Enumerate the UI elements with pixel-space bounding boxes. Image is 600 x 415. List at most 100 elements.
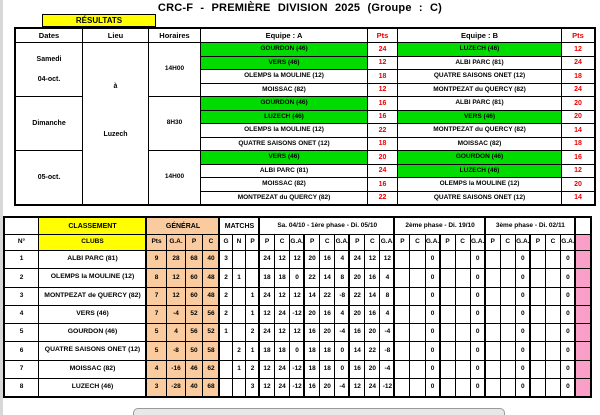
rank-cell: 1 — [5, 251, 38, 269]
detail-cell — [530, 305, 545, 323]
detail-cell: 0 — [470, 305, 485, 323]
detail-cell: 0 — [515, 378, 530, 396]
detail-cell — [500, 342, 515, 360]
lost-cell: 2 — [246, 324, 259, 342]
team-b-cell: LUZECH (46) — [398, 43, 561, 56]
detail-cell — [530, 324, 545, 342]
pink-cell — [575, 305, 590, 323]
detail-cell: 18 — [305, 342, 320, 360]
detail-column-header: G.A. — [560, 235, 575, 250]
detail-cell: 0 — [425, 324, 440, 342]
detail-cell: 12 — [260, 360, 275, 378]
detail-cell — [410, 324, 425, 342]
club-cell: VERS (46) — [39, 305, 146, 323]
detail-cell: 14 — [305, 287, 320, 305]
matchs-group-header: MATCHS — [220, 218, 259, 234]
lost-cell — [246, 269, 259, 287]
rank-cell: 8 — [5, 378, 38, 396]
detail-cell — [500, 378, 515, 396]
lost-cell: 1 — [246, 305, 259, 323]
detail-column-header: G.A. — [470, 235, 485, 250]
team-a-cell: VERS (46) — [201, 151, 367, 164]
detail-cell: 0 — [335, 342, 350, 360]
p-cell: 50 — [186, 342, 202, 360]
detail-cell: 4 — [335, 305, 350, 323]
detail-cell — [500, 287, 515, 305]
points-a-cell: 12 — [368, 56, 397, 69]
detail-cell: 0 — [560, 378, 575, 396]
detail-cell — [545, 251, 560, 269]
p-cell: 56 — [186, 324, 202, 342]
detail-column-header: C — [455, 235, 470, 250]
c-cell: 48 — [203, 287, 219, 305]
detail-cell — [485, 269, 500, 287]
detail-cell: 4 — [335, 251, 350, 269]
rank-column-header: N° — [5, 235, 38, 250]
horizontal-scrollbar-thumb[interactable] — [133, 408, 505, 415]
pts-cell: 8 — [147, 269, 166, 287]
detail-cell: 12 — [260, 305, 275, 323]
c-cell: 58 — [203, 342, 219, 360]
date-cell: Samedi 04-oct. — [16, 43, 82, 96]
date-cell: Dimanche — [16, 97, 82, 150]
team-a-cell: QUATRE SAISONS ONET (12) — [201, 137, 367, 150]
detail-cell: 0 — [335, 360, 350, 378]
draw-cell — [233, 378, 245, 396]
detail-cell — [440, 287, 455, 305]
team-a-cell: ALBI PARC (81) — [201, 164, 367, 177]
detail-column-header: P — [350, 235, 365, 250]
c-cell: 48 — [203, 269, 219, 287]
draw-cell: 1 — [233, 269, 245, 287]
pts-cell: 5 — [147, 342, 166, 360]
detail-cell: 0 — [290, 342, 305, 360]
points-b-cell: 24 — [562, 56, 594, 69]
detail-column-header: C — [545, 235, 560, 250]
detail-cell — [395, 360, 410, 378]
time-cell: 14H00 — [149, 43, 200, 96]
detail-cell: 16 — [365, 269, 380, 287]
club-cell: OLEMPS la MOULINE (12) — [39, 269, 146, 287]
c-cell: 40 — [203, 251, 219, 269]
detail-cell — [545, 305, 560, 323]
detail-cell — [410, 251, 425, 269]
detail-cell: -12 — [290, 378, 305, 396]
detail-cell: 12 — [260, 378, 275, 396]
detail-cell: 0 — [515, 287, 530, 305]
draw-cell — [233, 251, 245, 269]
detail-column-header: G.A. — [290, 235, 305, 250]
lost-cell: 2 — [246, 360, 259, 378]
lost-cell: 3 — [246, 378, 259, 396]
c-cell: 68 — [203, 378, 219, 396]
points-b-cell: 14 — [562, 124, 594, 137]
detail-cell — [455, 342, 470, 360]
team-a-cell: OLEMPS la MOULINE (12) — [201, 124, 367, 137]
points-b-cell: 24 — [562, 83, 594, 96]
points-a-cell: 16 — [368, 178, 397, 191]
detail-cell: -12 — [380, 378, 395, 396]
lost-cell: 1 — [246, 287, 259, 305]
pts-column-header: Pts — [147, 235, 166, 250]
time-cell: 14H00 — [149, 151, 200, 204]
c-cell: 52 — [203, 324, 219, 342]
pts-cell: 5 — [147, 324, 166, 342]
detail-cell: 16 — [350, 324, 365, 342]
phase2-header: 2ème phase - Di. 19/10 — [395, 218, 485, 234]
pink-cell — [575, 342, 590, 360]
detail-cell — [440, 378, 455, 396]
detail-cell: 18 — [260, 269, 275, 287]
points-a-cell: 16 — [368, 97, 397, 110]
p-column-header: P — [186, 235, 202, 250]
detail-cell: -4 — [335, 324, 350, 342]
detail-cell: 24 — [365, 378, 380, 396]
detail-cell — [530, 378, 545, 396]
detail-cell — [530, 269, 545, 287]
detail-cell: 18 — [305, 360, 320, 378]
c-cell: 62 — [203, 360, 219, 378]
detail-cell: 20 — [305, 251, 320, 269]
results-column-header: Equipe : B — [398, 29, 561, 42]
team-a-cell: OLEMPS la MOULINE (12) — [201, 70, 367, 83]
detail-cell: 0 — [515, 360, 530, 378]
classement-section-label: CLASSEMENT — [39, 218, 146, 234]
detail-cell — [455, 360, 470, 378]
detail-cell: 12 — [350, 378, 365, 396]
